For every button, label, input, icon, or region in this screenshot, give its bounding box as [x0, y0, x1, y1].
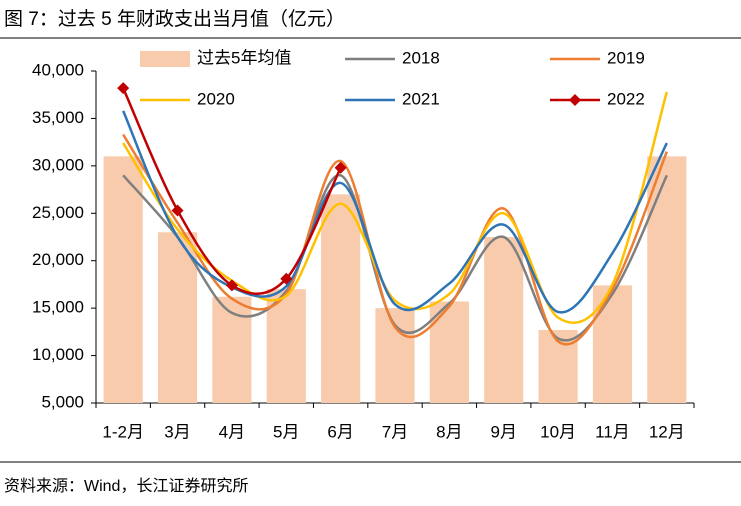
legend-marker	[569, 94, 581, 106]
line	[122, 133, 668, 346]
x-tick-label: 8月	[436, 422, 462, 441]
marker	[334, 161, 347, 174]
source: 资料来源：Wind，长江证券研究所	[4, 477, 248, 495]
bar	[266, 289, 306, 403]
marker	[280, 272, 293, 285]
marker	[117, 82, 130, 95]
legend-label: 2021	[402, 89, 440, 108]
y-tick-label: 30,000	[32, 155, 84, 174]
marker	[171, 204, 184, 217]
y-tick-label: 35,000	[32, 108, 84, 127]
x-tick-label: 10月	[540, 422, 576, 441]
bar	[157, 232, 198, 403]
y-tick-label: 5,000	[41, 392, 84, 411]
x-tick-label: 6月	[327, 422, 353, 441]
y-tick-label: 20,000	[32, 250, 84, 269]
legend-label: 2019	[607, 48, 645, 67]
bar	[592, 285, 633, 403]
x-tick-label: 7月	[382, 422, 408, 441]
bar	[212, 296, 252, 403]
bar	[375, 308, 415, 403]
legend-label: 2020	[197, 89, 235, 108]
legend-label: 2018	[402, 48, 440, 67]
y-tick-label: 25,000	[32, 203, 84, 222]
bar	[429, 301, 469, 403]
x-tick-label: 12月	[649, 422, 685, 441]
bar	[321, 194, 361, 403]
x-tick-label: 11月	[595, 422, 630, 441]
x-tick-label: 9月	[490, 422, 516, 441]
bar	[103, 156, 143, 403]
y-tick-label: 40,000	[32, 60, 84, 79]
x-tick-label: 1-2月	[102, 422, 144, 441]
line	[122, 91, 669, 325]
marker	[225, 279, 238, 292]
chart-title: 图 7：过去 5 年财政支出当月值（亿元）	[4, 8, 345, 30]
x-tick-label: 4月	[219, 422, 245, 441]
legend-label: 2022	[607, 89, 645, 108]
y-tick-label: 15,000	[32, 298, 84, 317]
bar	[647, 156, 687, 403]
x-tick-label: 3月	[164, 422, 190, 441]
legend-swatch	[140, 51, 190, 67]
y-tick-label: 10,000	[32, 345, 84, 364]
x-tick-label: 5月	[273, 422, 299, 441]
bar	[484, 237, 524, 403]
legend-label: 过去5年均值	[197, 48, 291, 67]
line	[122, 110, 668, 314]
